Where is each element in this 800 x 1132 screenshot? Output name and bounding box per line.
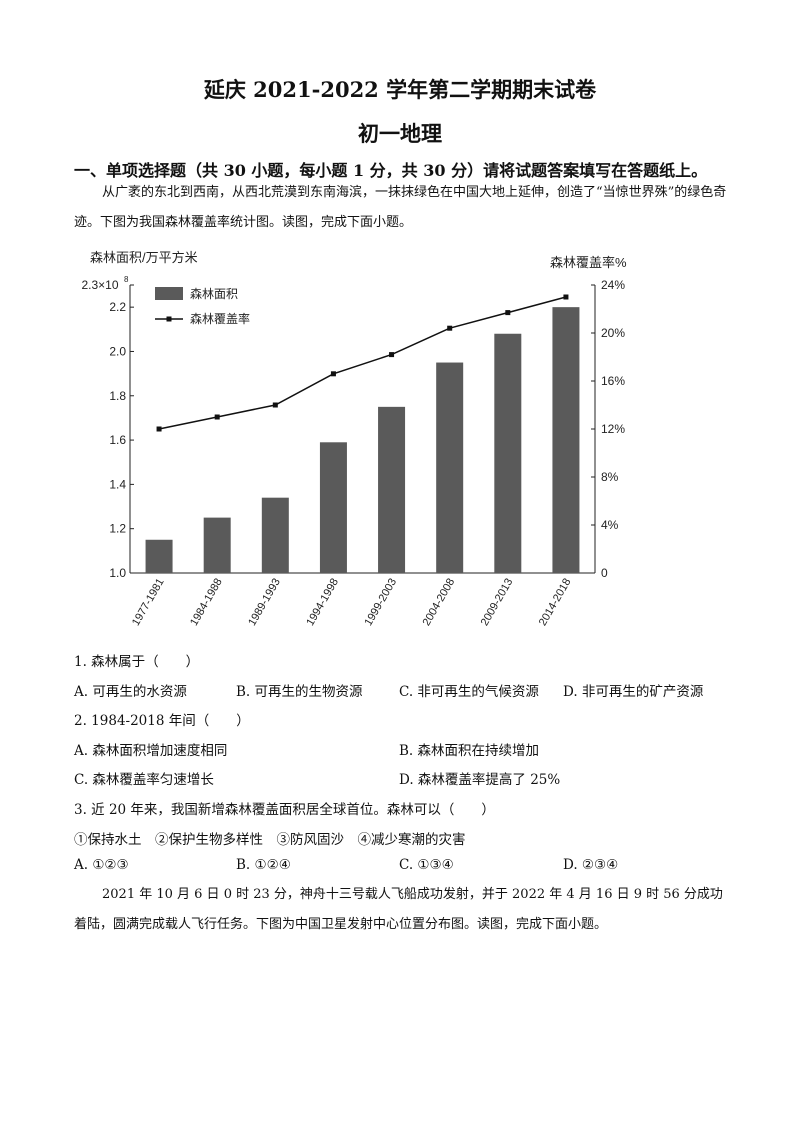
- category-label: 1977-1981: [130, 577, 167, 629]
- question-1-option-c: C. 非可再生的气候资源: [399, 684, 539, 700]
- right-tick-label: 0: [601, 566, 608, 580]
- legend-line-label: 森林覆盖率: [190, 311, 250, 326]
- bar-forest-area: [319, 442, 347, 573]
- category-label: 1984-1988: [188, 577, 225, 629]
- point-forest-coverage: [447, 325, 453, 331]
- point-forest-coverage: [214, 414, 220, 420]
- left-axis-title: 森林面积/万平方米: [90, 250, 198, 265]
- bar-forest-area: [552, 307, 580, 573]
- bar-forest-area: [494, 333, 522, 573]
- question-1-option-a: A. 可再生的水资源: [74, 684, 187, 700]
- point-forest-coverage: [563, 294, 569, 300]
- right-tick-label: 20%: [601, 326, 625, 340]
- point-forest-coverage: [272, 402, 278, 408]
- left-tick-label: 1.4: [109, 477, 126, 491]
- question-3-stem: 3. 近 20 年来，我国新增森林覆盖面积居全球首位。森林可以（ ）: [74, 802, 495, 818]
- question-1-stem: 1. 森林属于（ ）: [74, 654, 200, 670]
- question-2-option-d: D. 森林覆盖率提高了 25%: [399, 772, 561, 788]
- question-1-option-d: D. 非可再生的矿产资源: [563, 684, 704, 700]
- point-forest-coverage: [330, 371, 336, 377]
- section-heading: 一、单项选择题（共 30 小题，每小题 1 分，共 30 分）请将试题答案填写在…: [74, 161, 708, 180]
- bar-forest-area: [145, 539, 173, 573]
- legend-bar-swatch: [155, 287, 183, 300]
- question-3-option-d: D. ②③④: [563, 857, 619, 873]
- exam-title: 延庆 2021-2022 学年第二学期期末试卷: [203, 77, 597, 102]
- question-3-items: ①保持水土 ②保护生物多样性 ③防风固沙 ④减少寒潮的灾害: [74, 832, 466, 848]
- line-forest-coverage: [158, 296, 567, 430]
- forest-coverage-chart: 1.0 1.2 1.4 1.6 1.8 2.0 2.2 2.3×10 8 0 4% 8% 12% 16% 2…: [81, 250, 627, 629]
- bar-forest-area: [378, 406, 406, 573]
- question-2-option-b: B. 森林面积在持续增加: [399, 743, 540, 759]
- left-tick-label: 1.0: [109, 566, 126, 580]
- question-3-option-b: B. ①②④: [236, 857, 291, 873]
- bar-forest-area: [436, 362, 464, 573]
- category-label: 2009-2013: [479, 577, 516, 629]
- question-3-option-c: C. ①③④: [399, 857, 454, 873]
- right-tick-label: 24%: [601, 278, 625, 292]
- subject-title: 初一地理: [358, 121, 442, 146]
- launch-paragraph: 2021 年 10 月 6 日 0 时 23 分，神舟十三号载人飞船成功发射，并…: [74, 887, 723, 932]
- question-1-option-b: B. 可再生的生物资源: [236, 684, 363, 700]
- category-label: 2014-2018: [537, 577, 574, 629]
- question-2-option-c: C. 森林覆盖率匀速增长: [74, 772, 214, 788]
- left-axis-top-label: 2.3×10: [81, 278, 118, 292]
- legend-bar-label: 森林面积: [190, 286, 238, 301]
- left-tick-label: 1.8: [109, 389, 126, 403]
- right-tick-label: 4%: [601, 518, 619, 532]
- right-tick-label: 12%: [601, 422, 625, 436]
- category-label: 2004-2008: [421, 577, 458, 629]
- point-forest-coverage: [505, 310, 511, 316]
- left-axis-exponent: 8: [124, 275, 129, 284]
- legend-line-marker: [166, 316, 172, 322]
- question-3-option-a: A. ①②③: [74, 857, 129, 873]
- left-tick-label: 2.0: [109, 344, 126, 358]
- question-2-option-a: A. 森林面积增加速度相同: [74, 743, 228, 759]
- right-tick-label: 16%: [601, 374, 625, 388]
- left-tick-label: 2.2: [109, 300, 126, 314]
- question-2-stem: 2. 1984-2018 年间（ ）: [74, 713, 250, 729]
- point-forest-coverage: [156, 426, 162, 432]
- category-label: 1994-1998: [304, 577, 341, 629]
- left-tick-label: 1.6: [109, 433, 126, 447]
- category-label: 1999-2003: [362, 577, 399, 629]
- category-label: 1989-1993: [246, 577, 283, 629]
- bar-forest-area: [261, 497, 289, 573]
- bar-forest-area: [203, 517, 231, 573]
- right-axis-title: 森林覆盖率%: [550, 255, 627, 270]
- right-tick-label: 8%: [601, 470, 619, 484]
- left-tick-label: 1.2: [109, 522, 126, 536]
- point-forest-coverage: [389, 352, 395, 358]
- intro-paragraph: 从广袤的东北到西南，从西北荒漠到东南海滨，一抹抹绿色在中国大地上延伸，创造了“当…: [74, 185, 727, 230]
